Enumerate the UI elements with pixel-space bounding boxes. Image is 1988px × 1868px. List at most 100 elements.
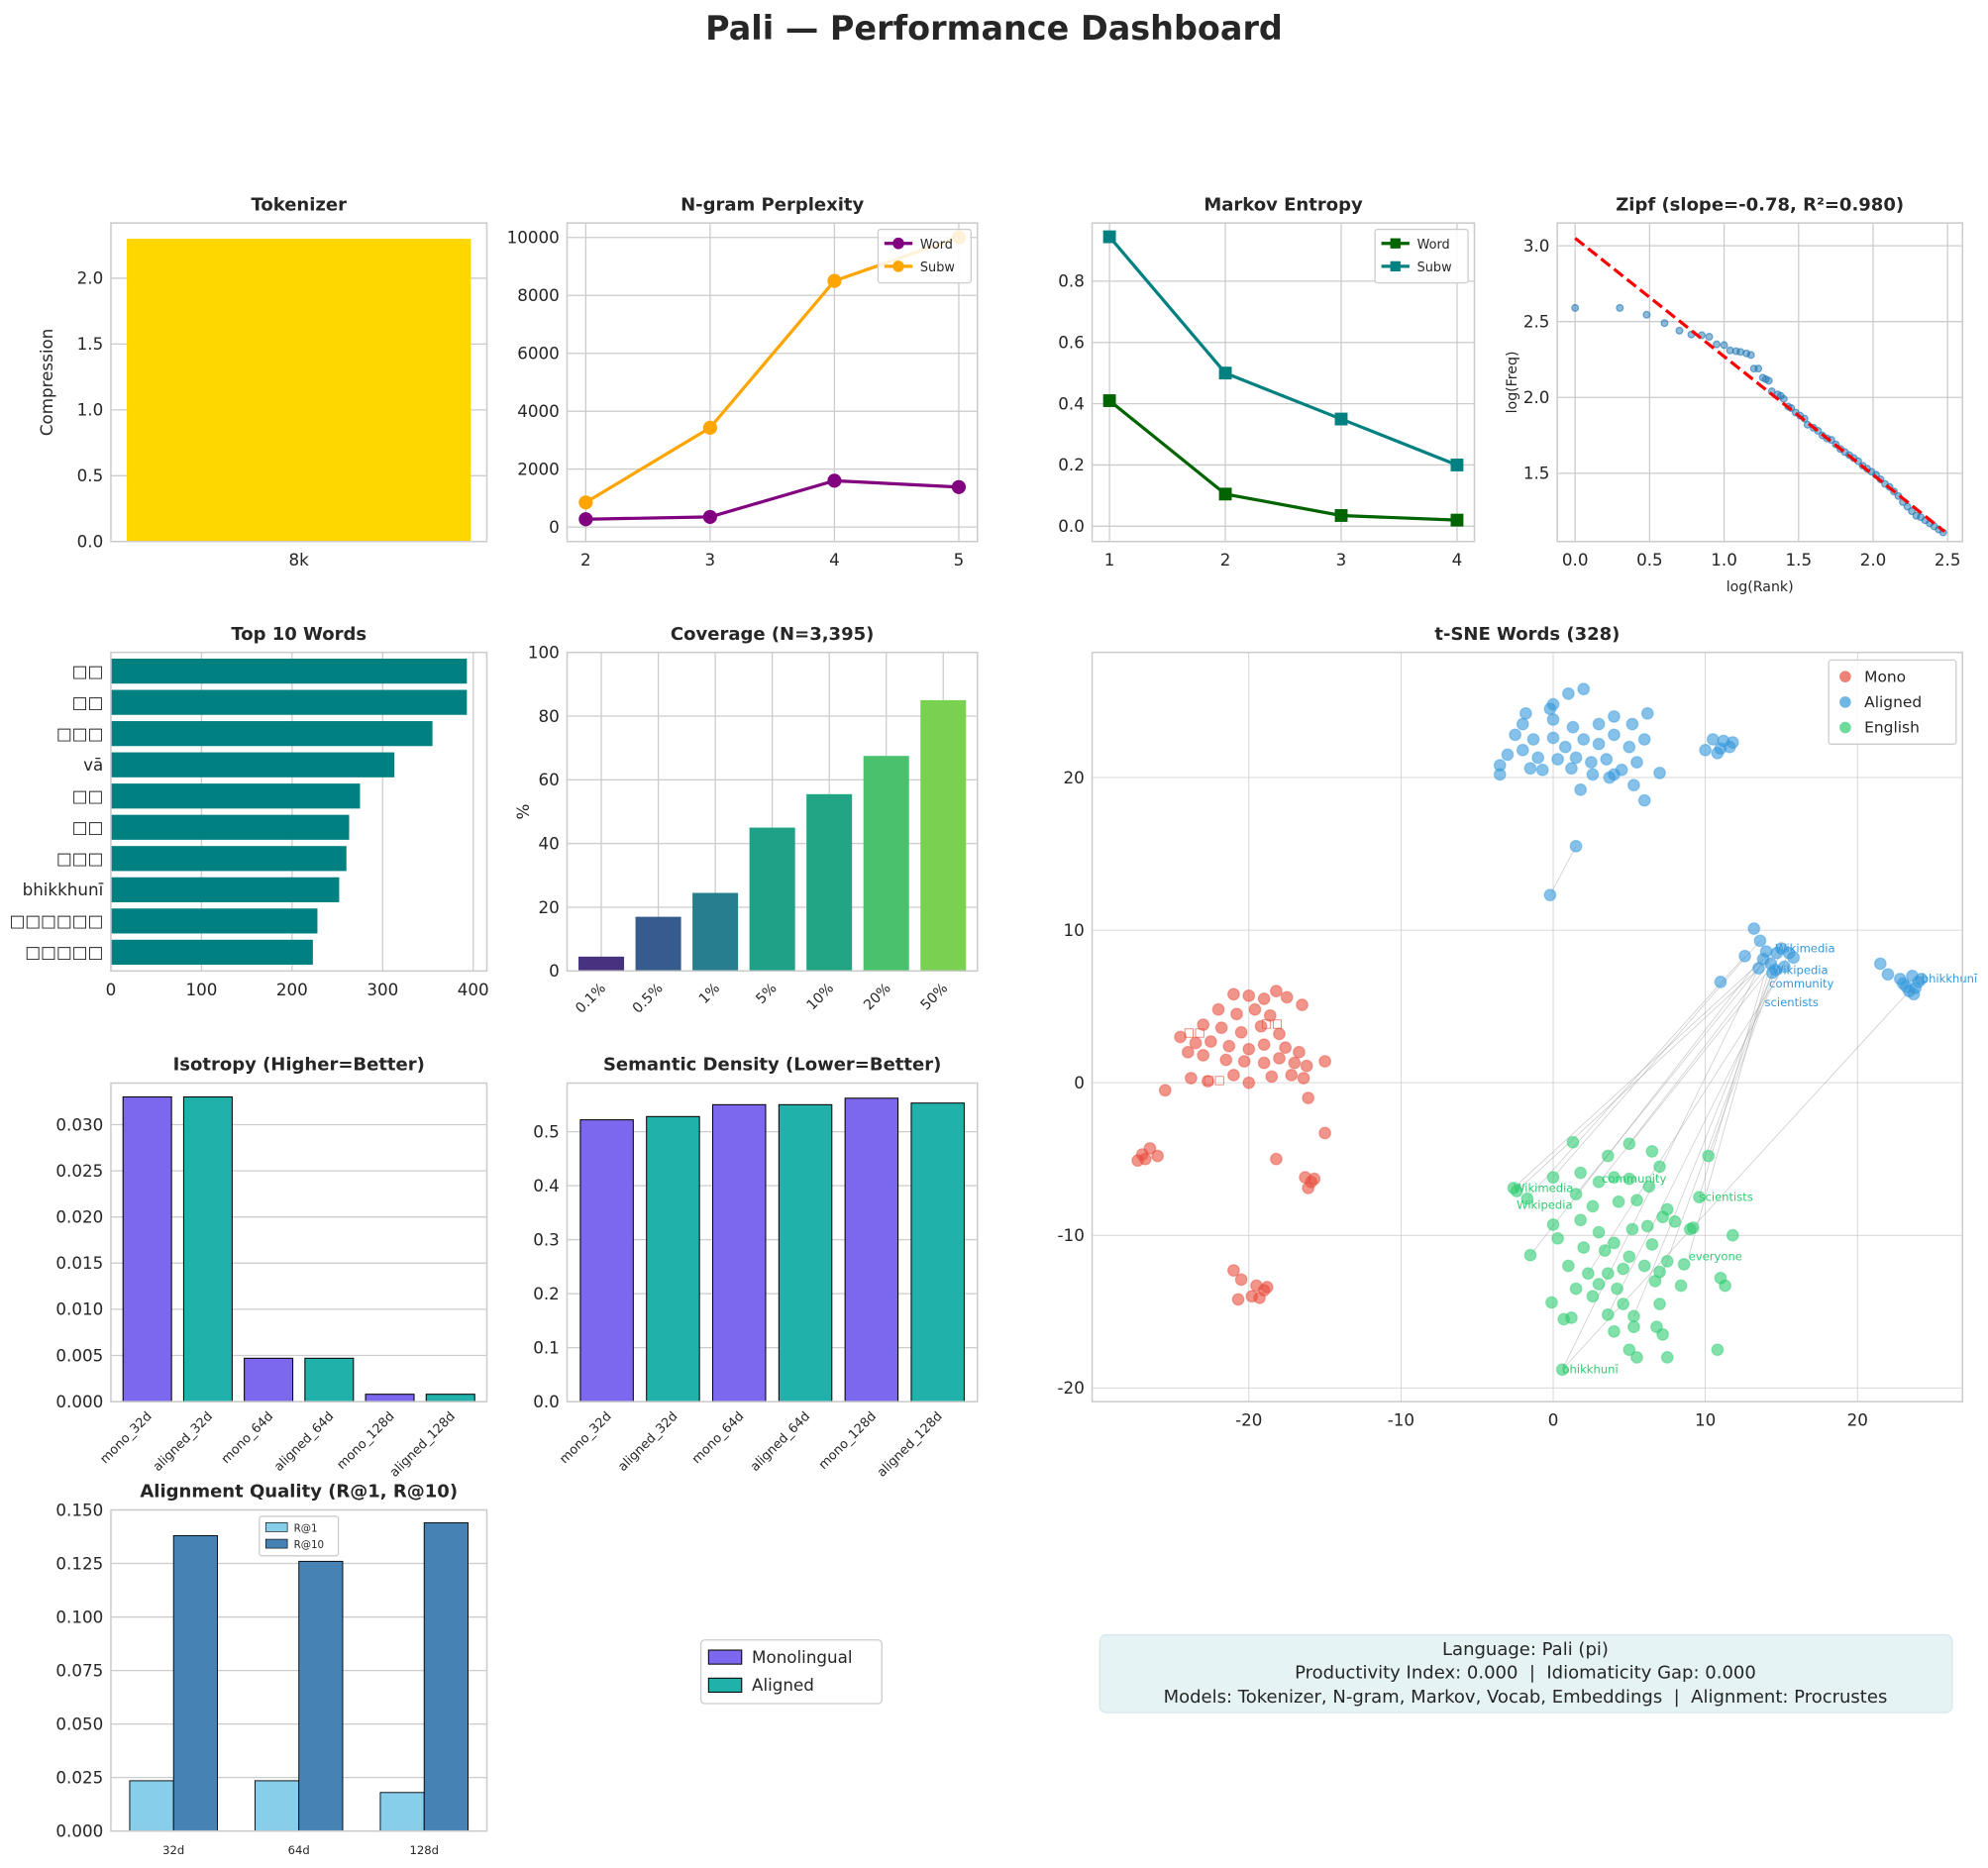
y-tick-label: □□ bbox=[72, 786, 104, 806]
chart-title: t-SNE Words (328) bbox=[1434, 624, 1620, 645]
point-aligned bbox=[1640, 706, 1654, 720]
alignment-link bbox=[1549, 846, 1577, 895]
legend-marker bbox=[892, 237, 904, 250]
point-english bbox=[1626, 1309, 1640, 1323]
point-mono bbox=[1143, 1141, 1157, 1155]
chart-title: Semantic Density (Lower=Better) bbox=[603, 1055, 941, 1076]
x-tick-label: 200 bbox=[276, 980, 308, 999]
point-annotation: bhikkhunī bbox=[1922, 972, 1978, 986]
y-axis-label: log(Freq) bbox=[1505, 352, 1520, 414]
point-english bbox=[1653, 1160, 1666, 1174]
point-aligned bbox=[1626, 778, 1640, 792]
point-mono bbox=[1211, 1002, 1225, 1016]
dashboard-title: Pali — Performance Dashboard bbox=[705, 9, 1283, 48]
point-annotation: scientists bbox=[1699, 1191, 1752, 1204]
x-tick-label: 0.1% bbox=[573, 981, 609, 1017]
data-point bbox=[578, 495, 593, 510]
point-annotation: Wikimedia bbox=[1775, 941, 1834, 955]
point-aligned bbox=[1558, 740, 1572, 754]
y-tick-label: □□ bbox=[72, 661, 104, 680]
y-tick-label: 2.0 bbox=[77, 268, 104, 288]
legend-label: R@1 bbox=[294, 1522, 318, 1534]
y-tick-label: 0.2 bbox=[1058, 455, 1085, 474]
y-tick-label: 0.005 bbox=[55, 1345, 103, 1365]
point-english bbox=[1719, 1279, 1732, 1293]
point-english bbox=[1648, 1274, 1662, 1288]
y-tick-label: 2.5 bbox=[1523, 311, 1550, 331]
legend-marker bbox=[1839, 671, 1851, 682]
x-tick-label: 2 bbox=[1220, 550, 1231, 570]
bar bbox=[110, 939, 313, 966]
chart-n-gram-perplexity: 0 2000 4000 6000 8000 10000 2 3 4 5 Word Subw N-gram… bbox=[507, 194, 979, 570]
point-english bbox=[1702, 1149, 1716, 1163]
chart-markov-entropy: 0.0 0.2 0.4 0.6 0.8 1 2 3 4 Word Subw Markov Entrop… bbox=[1058, 194, 1476, 570]
chart-title: Isotropy (Higher=Better) bbox=[173, 1055, 425, 1076]
alignment-link bbox=[1688, 963, 1772, 1257]
point-english bbox=[1726, 1228, 1739, 1242]
point-mono bbox=[1181, 1045, 1195, 1059]
y-tick-label: 0.2 bbox=[533, 1284, 560, 1303]
data-point bbox=[1705, 333, 1714, 341]
y-tick-label: □□□ bbox=[56, 849, 103, 869]
grid bbox=[110, 1123, 487, 1402]
x-tick-label: aligned_64d bbox=[748, 1409, 813, 1475]
point-mono bbox=[1226, 1069, 1240, 1082]
x-tick-label: 400 bbox=[458, 980, 489, 999]
chart-top-10-words: 0 100 200 300 400□□□□□□□vā□□□□□□□bhikkhunī□□… bbox=[9, 624, 488, 999]
data-point bbox=[951, 479, 967, 494]
legend-label: R@10 bbox=[294, 1539, 325, 1551]
point-mono bbox=[1270, 985, 1283, 998]
point-mono bbox=[1273, 1052, 1286, 1065]
x-tick-label: 10 bbox=[1695, 1410, 1716, 1430]
chart-tokenizer: 0.0 0.5 1.0 1.5 2.0 8k Tokenizer Compression bbox=[37, 194, 488, 570]
y-tick-label: □□□□□ bbox=[25, 942, 103, 962]
alignment-link bbox=[1708, 970, 1776, 1157]
data-point bbox=[702, 509, 717, 524]
legend-swatch-monolingual bbox=[707, 1649, 743, 1665]
x-tick-label: aligned_32d bbox=[615, 1409, 680, 1475]
point-aligned bbox=[1569, 751, 1583, 765]
y-tick-label: 80 bbox=[539, 706, 560, 726]
point-aligned bbox=[1753, 934, 1767, 948]
point-aligned bbox=[1699, 743, 1713, 757]
point-aligned bbox=[1637, 733, 1651, 746]
axes-frame bbox=[566, 1082, 979, 1402]
data-point bbox=[578, 512, 593, 527]
point-aligned bbox=[1778, 960, 1791, 974]
point-english bbox=[1592, 1175, 1606, 1189]
axes-frame bbox=[110, 1508, 488, 1832]
x-tick-label: 2.0 bbox=[1860, 550, 1887, 570]
y-tick-label: 0 bbox=[1074, 1073, 1085, 1092]
x-tick-label: mono_64d bbox=[689, 1409, 747, 1467]
point-english bbox=[1586, 1199, 1600, 1213]
y-tick-label: 0.0 bbox=[533, 1392, 560, 1411]
point-aligned bbox=[1493, 768, 1507, 781]
data-point bbox=[1713, 340, 1722, 349]
point-english bbox=[1674, 1279, 1688, 1293]
y-tick-label: 8000 bbox=[517, 285, 560, 305]
point-aligned bbox=[1723, 740, 1736, 754]
alignment-link bbox=[1628, 952, 1778, 1145]
point-aligned bbox=[1543, 702, 1557, 716]
point-mono bbox=[1203, 1035, 1217, 1048]
point-mono bbox=[1318, 1126, 1332, 1140]
point-english bbox=[1637, 1259, 1651, 1273]
point-english bbox=[1569, 1188, 1583, 1201]
bar bbox=[110, 658, 468, 684]
point-aligned bbox=[1765, 966, 1779, 980]
point-aligned bbox=[1625, 717, 1639, 731]
x-tick-label: 0 bbox=[1548, 1410, 1559, 1430]
legend-marker bbox=[1390, 260, 1401, 272]
bar bbox=[244, 1357, 294, 1402]
bar bbox=[806, 793, 853, 972]
point-mono bbox=[1201, 1075, 1214, 1089]
point-mono bbox=[1253, 1291, 1266, 1304]
bar bbox=[646, 1115, 700, 1402]
legend-swatch bbox=[264, 1522, 288, 1532]
x-tick-label: aligned_128d bbox=[387, 1409, 459, 1481]
point-aligned bbox=[1565, 762, 1578, 776]
grid bbox=[1557, 223, 1963, 542]
data-point bbox=[1450, 513, 1464, 527]
point-aligned bbox=[1526, 733, 1540, 746]
